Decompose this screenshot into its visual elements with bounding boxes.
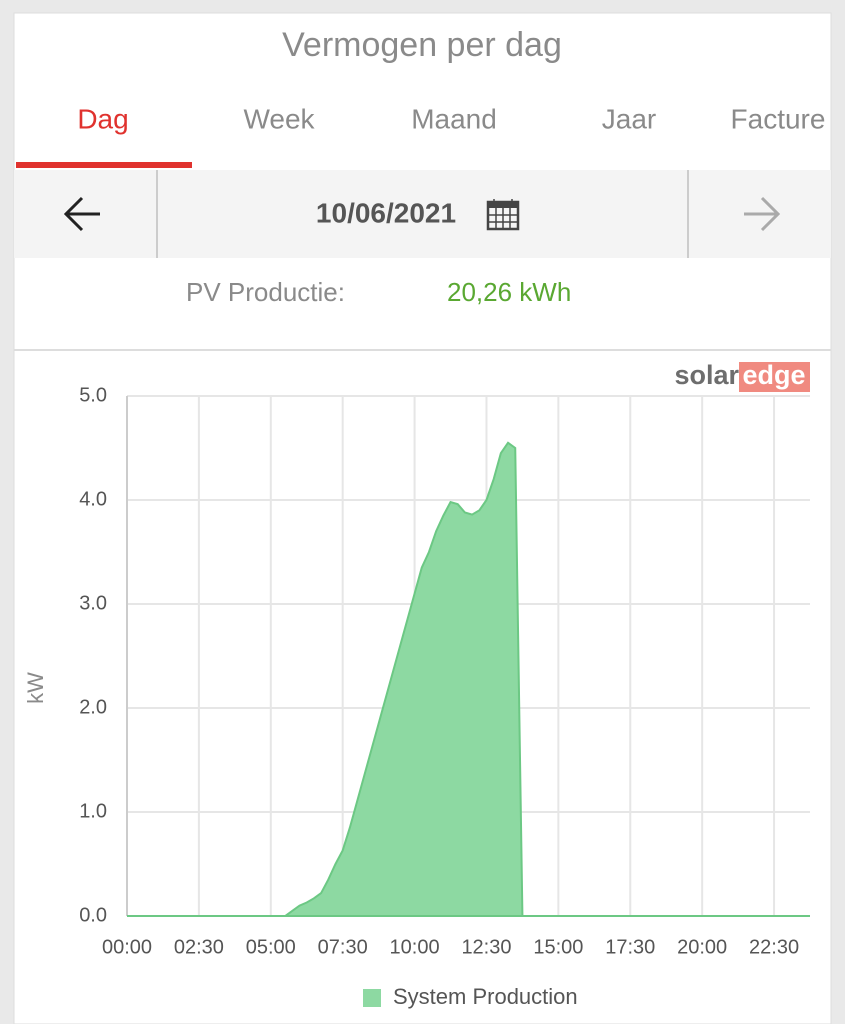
summary-label: PV Productie:	[186, 277, 345, 307]
next-arrow[interactable]	[744, 196, 781, 232]
y-tick-label: 5.0	[79, 384, 107, 406]
prev-arrow[interactable]	[63, 196, 100, 232]
y-axis-label: kW	[23, 672, 48, 704]
y-tick-label: 3.0	[79, 592, 107, 614]
area	[127, 441, 810, 917]
x-tick-label: 10:00	[390, 936, 440, 958]
tab[interactable]: Dag	[77, 103, 128, 134]
summary-value: 20,26 kWh	[447, 277, 571, 307]
tab[interactable]: Maand	[411, 103, 497, 134]
tab[interactable]: Week	[243, 103, 315, 134]
tab[interactable]: Facture	[731, 103, 826, 134]
tab[interactable]: Jaar	[602, 103, 656, 134]
x-tick-label: 20:00	[677, 936, 727, 958]
y-tick-label: 1.0	[79, 800, 107, 822]
legend-label: System Production	[393, 984, 578, 1009]
x-tick-label: 05:00	[246, 936, 296, 958]
x-tick-label: 15:00	[533, 936, 583, 958]
x-tick-label: 12:30	[461, 936, 511, 958]
x-tick-label: 17:30	[605, 936, 655, 958]
y-tick-label: 2.0	[79, 696, 107, 718]
calendar-icon[interactable]	[486, 199, 520, 231]
logo-text: edge	[742, 360, 805, 390]
x-tick-label: 02:30	[174, 936, 224, 958]
y-tick-label: 4.0	[79, 488, 107, 510]
y-tick-label: 0.0	[79, 904, 107, 926]
date-bar	[14, 170, 831, 258]
logo-text: solar	[674, 360, 739, 390]
page-title: Vermogen per dag	[282, 26, 562, 64]
date[interactable]: 10/06/2021	[316, 197, 456, 228]
x-tick-label: 00:00	[102, 936, 152, 958]
logo-badge	[739, 362, 810, 392]
legend-swatch	[363, 989, 381, 1007]
x-tick-label: 07:30	[318, 936, 368, 958]
active-tab-indicator	[16, 162, 192, 168]
x-tick-label: 22:30	[749, 936, 799, 958]
